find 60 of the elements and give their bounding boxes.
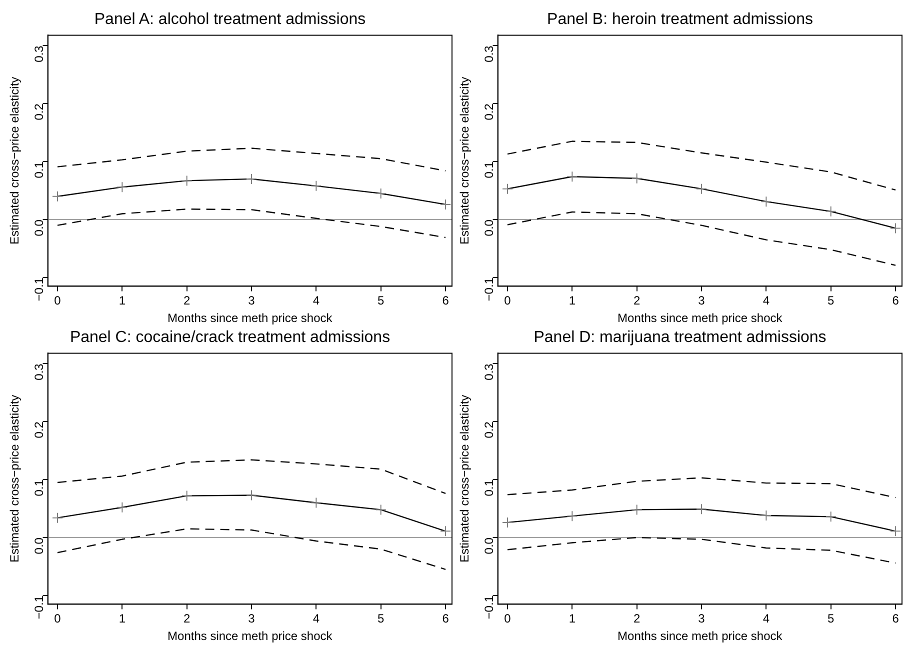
- x-tick-label: 6: [892, 612, 900, 626]
- y-tick-label: 0.3: [482, 45, 496, 62]
- y-axis-title: Estimated cross−price elasticity: [458, 76, 472, 245]
- y-tick-label: 0.2: [482, 421, 496, 438]
- x-tick-label: 2: [184, 294, 190, 308]
- y-tick-label: 0.2: [32, 103, 46, 120]
- y-tick-label: 0.0: [482, 537, 496, 554]
- x-tick-label: 5: [828, 612, 835, 626]
- y-tick-label: 0.1: [482, 161, 496, 178]
- x-tick-label: 3: [698, 294, 706, 308]
- x-tick-label: 2: [634, 294, 640, 308]
- x-axis-title: Months since meth price shock: [618, 629, 784, 644]
- x-tick-label: 4: [762, 612, 770, 626]
- y-tick-label: −0.1: [32, 595, 46, 620]
- y-tick-label: 0.3: [32, 45, 46, 62]
- y-tick-label: 0.0: [32, 537, 46, 554]
- x-tick-label: 4: [762, 294, 770, 308]
- x-tick-label: 6: [892, 294, 900, 308]
- y-tick-label: 0.1: [482, 479, 496, 496]
- x-tick-label: 1: [568, 294, 576, 308]
- y-tick-label: 0.2: [32, 421, 46, 438]
- x-tick-label: 1: [118, 294, 126, 308]
- x-tick-label: 2: [634, 612, 640, 626]
- x-axis-title: Months since meth price shock: [618, 311, 784, 326]
- x-tick-label: 3: [698, 612, 706, 626]
- chart-title: Panel C: cocaine/crack treatment admissions: [70, 329, 390, 346]
- x-tick-label: 6: [442, 612, 450, 626]
- y-tick-label: −0.1: [32, 277, 46, 302]
- x-tick-label: 5: [828, 294, 835, 308]
- y-tick-label: 0.3: [482, 363, 496, 380]
- x-tick-label: 0: [54, 612, 62, 626]
- y-tick-label: −0.1: [482, 595, 496, 620]
- y-tick-label: −0.1: [482, 277, 496, 302]
- x-axis-title: Months since meth price shock: [168, 311, 334, 326]
- y-tick-label: 0.3: [32, 363, 46, 380]
- x-tick-label: 0: [504, 612, 512, 626]
- x-tick-label: 6: [442, 294, 450, 308]
- y-tick-label: 0.1: [32, 161, 46, 178]
- x-tick-label: 0: [504, 294, 512, 308]
- y-tick-label: 0.0: [32, 219, 46, 236]
- y-tick-label: 0.1: [32, 479, 46, 496]
- x-tick-label: 2: [184, 612, 190, 626]
- y-axis-title: Estimated cross−price elasticity: [8, 394, 22, 563]
- y-tick-label: 0.0: [482, 219, 496, 236]
- y-axis-title: Estimated cross−price elasticity: [458, 394, 472, 563]
- x-tick-label: 1: [118, 612, 126, 626]
- x-tick-label: 4: [312, 294, 320, 308]
- x-tick-label: 3: [248, 294, 256, 308]
- x-tick-label: 3: [248, 612, 256, 626]
- x-tick-label: 5: [378, 294, 385, 308]
- y-tick-label: 0.2: [482, 103, 496, 120]
- chart-title: Panel A: alcohol treatment admissions: [94, 11, 366, 28]
- x-tick-label: 4: [312, 612, 320, 626]
- y-axis-title: Estimated cross−price elasticity: [8, 76, 22, 245]
- x-tick-label: 0: [54, 294, 62, 308]
- x-axis-title: Months since meth price shock: [168, 629, 334, 644]
- chart-title: Panel D: marijuana treatment admissions: [534, 329, 826, 346]
- x-tick-label: 5: [378, 612, 385, 626]
- chart-title: Panel B: heroin treatment admissions: [547, 11, 813, 28]
- x-tick-label: 1: [568, 612, 576, 626]
